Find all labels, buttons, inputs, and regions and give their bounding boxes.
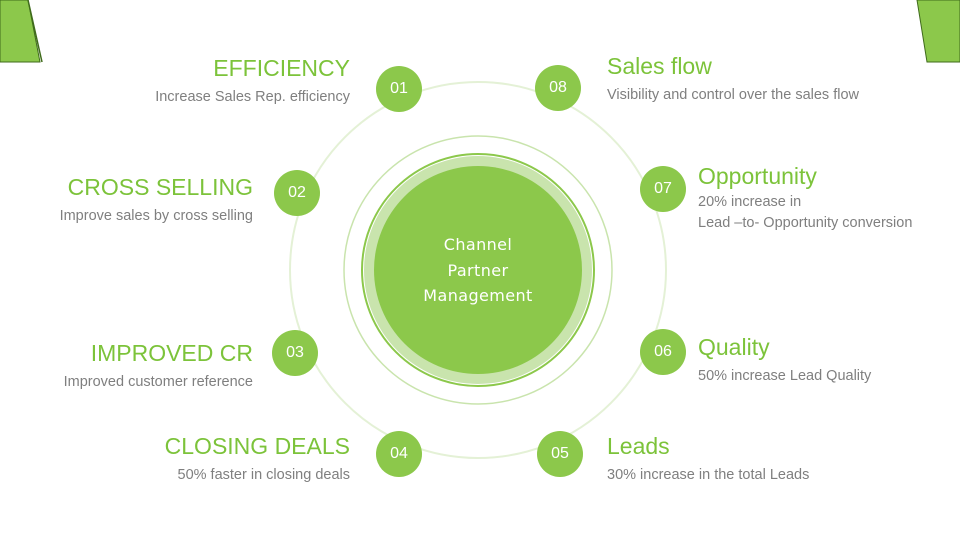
step-description: 50% increase Lead Quality bbox=[698, 366, 953, 387]
step-item-opportunity: Opportunity 20% increase in Lead –to- Op… bbox=[698, 163, 953, 234]
step-title: CROSS SELLING bbox=[67, 174, 253, 200]
step-item-closing-deals: CLOSING DEALS 50% faster in closing deal… bbox=[20, 433, 350, 486]
corner-decoration-right bbox=[916, 0, 960, 63]
center-label: Channel Partner Management bbox=[398, 232, 558, 309]
outer-faint-ring bbox=[289, 81, 667, 459]
step-title: Opportunity bbox=[698, 163, 817, 189]
step-title: Leads bbox=[607, 433, 670, 459]
step-description: Increase Sales Rep. efficiency bbox=[20, 87, 350, 108]
step-title: EFFICIENCY bbox=[213, 55, 350, 81]
step-description: 50% faster in closing deals bbox=[20, 465, 351, 486]
step-badge-04: 04 bbox=[376, 431, 422, 477]
step-title: Quality bbox=[698, 334, 770, 360]
step-description-line: 30% increase in the total Leads bbox=[607, 467, 810, 483]
step-description-line: 50% faster in closing deals bbox=[177, 467, 351, 483]
step-badge-01: 01 bbox=[376, 66, 422, 112]
step-title: IMPROVED CR bbox=[90, 340, 253, 366]
step-badge-05: 05 bbox=[537, 431, 583, 477]
step-badge-02: 02 bbox=[274, 170, 320, 216]
step-badge-07: 07 bbox=[640, 166, 686, 212]
step-description-line: 50% increase Lead Quality bbox=[698, 368, 872, 384]
step-item-sales-flow: Sales flow Visibility and control over t… bbox=[607, 53, 937, 106]
middle-ring bbox=[343, 135, 613, 405]
step-title: Sales flow bbox=[607, 53, 712, 79]
step-description-line: Visibility and control over the sales fl… bbox=[607, 87, 859, 103]
center-label-line: Management bbox=[423, 286, 533, 305]
step-item-efficiency: EFFICIENCY Increase Sales Rep. efficienc… bbox=[20, 55, 350, 108]
step-badge-03: 03 bbox=[272, 330, 318, 376]
corner-decoration-left bbox=[0, 0, 43, 63]
step-item-improved-cr: IMPROVED CR Improved customer reference bbox=[0, 340, 253, 393]
step-item-cross-selling: CROSS SELLING Improve sales by cross sel… bbox=[0, 174, 253, 227]
step-description: 30% increase in the total Leads bbox=[607, 465, 937, 486]
center-label-line: Partner bbox=[447, 260, 509, 280]
step-badge-06: 06 bbox=[640, 329, 686, 375]
step-description: 20% increase in Lead –to- Opportunity co… bbox=[698, 192, 953, 234]
step-badge-08: 08 bbox=[535, 65, 581, 111]
step-item-leads: Leads 30% increase in the total Leads bbox=[607, 433, 937, 486]
step-description: Visibility and control over the sales fl… bbox=[607, 85, 937, 106]
step-description: Improved customer reference bbox=[0, 372, 253, 393]
step-description: Improve sales by cross selling bbox=[0, 206, 253, 227]
step-item-quality: Quality 50% increase Lead Quality bbox=[698, 334, 953, 387]
step-description-line: Increase Sales Rep. efficiency bbox=[155, 89, 350, 105]
step-description-line: Lead –to- Opportunity conversion bbox=[698, 215, 913, 231]
center-label-line: Channel bbox=[443, 235, 513, 254]
step-description-line: 20% increase in bbox=[698, 194, 802, 210]
hub-core bbox=[374, 166, 582, 374]
step-description-line: Improve sales by cross selling bbox=[59, 208, 253, 224]
step-title: CLOSING DEALS bbox=[164, 433, 350, 459]
step-description-line: Improved customer reference bbox=[63, 374, 253, 390]
inner-thin-ring bbox=[361, 153, 595, 387]
